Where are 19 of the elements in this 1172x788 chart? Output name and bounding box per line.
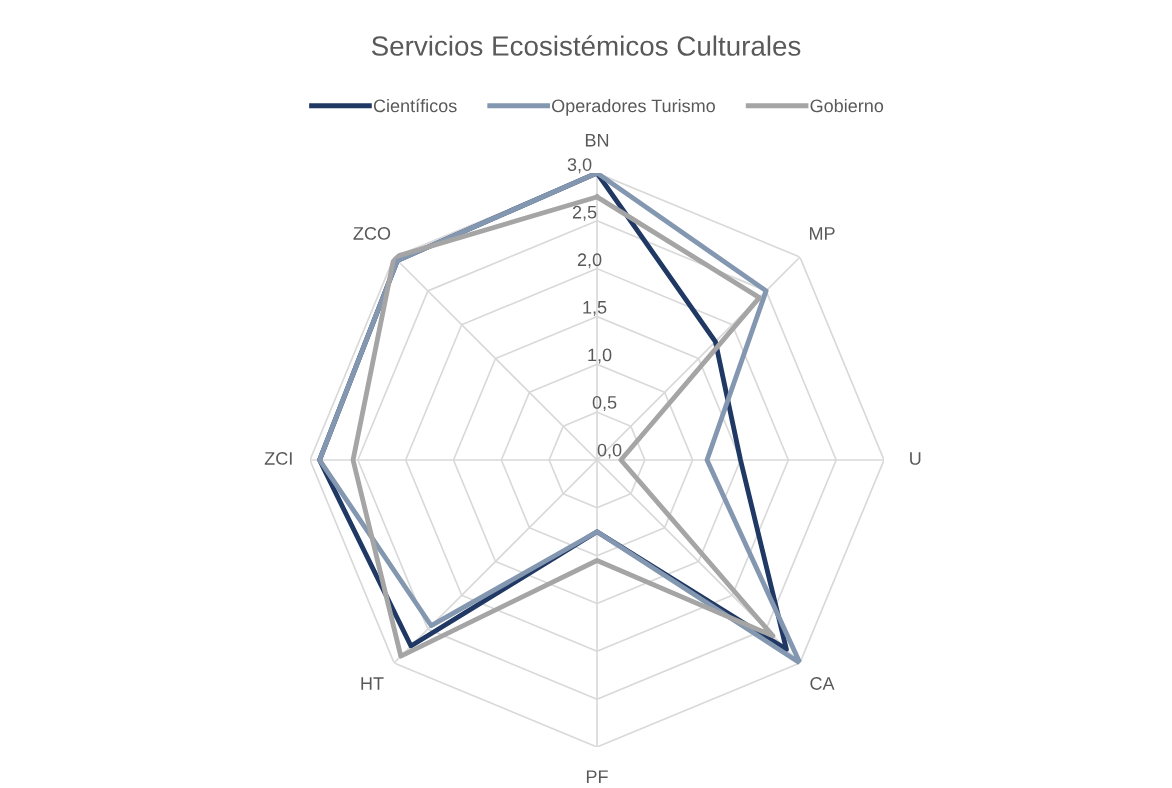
y-tick-label: 2,5 <box>572 205 597 221</box>
y-tick-label: 0,5 <box>592 396 617 411</box>
spoke-label: ZCO <box>353 227 391 240</box>
y-tick-label: 1,0 <box>588 348 612 364</box>
spoke-label: CA <box>810 677 835 690</box>
spoke-label: ZCI <box>264 452 292 465</box>
spoke-label: PF <box>586 770 608 783</box>
legend-label: Gobierno <box>810 98 884 113</box>
chart-title: Servicios Ecosistémicos Culturales <box>371 35 801 56</box>
y-tick-label: 1,5 <box>583 301 607 316</box>
y-tick-label: 3,0 <box>567 158 592 174</box>
y-tick-label: 2,0 <box>577 253 602 269</box>
spoke-label: HT <box>361 677 384 690</box>
y-tick-label: 0,0 <box>597 443 622 459</box>
legend-label: Operadores Turismo <box>552 98 715 116</box>
spoke-label: MP <box>809 227 835 240</box>
spoke-label: U <box>910 452 921 465</box>
legend-label: Científicos <box>373 98 457 113</box>
spoke-label: BN <box>585 134 609 147</box>
